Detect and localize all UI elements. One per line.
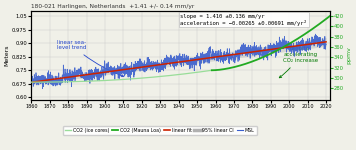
Y-axis label: Meters: Meters [4,45,9,66]
Text: 180-021 Harlingen, Netherlands  +1.41 +/- 0.14 mm/yr: 180-021 Harlingen, Netherlands +1.41 +/-… [31,4,194,9]
Legend: CO2 (ice cores), CO2 (Mauna Loa), linear fit, 95% linear CI, MSL: CO2 (ice cores), CO2 (Mauna Loa), linear… [63,126,257,135]
Y-axis label: ppmv: ppmv [347,46,352,64]
Text: slope = 1.410 ±0.136 mm/yr
acceleration = −0.00265 ±0.00691 mm/yr²: slope = 1.410 ±0.136 mm/yr acceleration … [180,14,307,26]
Text: linear sea-
level trend: linear sea- level trend [57,40,124,77]
Text: despite
accelerating
CO₂ increase: despite accelerating CO₂ increase [279,46,318,78]
